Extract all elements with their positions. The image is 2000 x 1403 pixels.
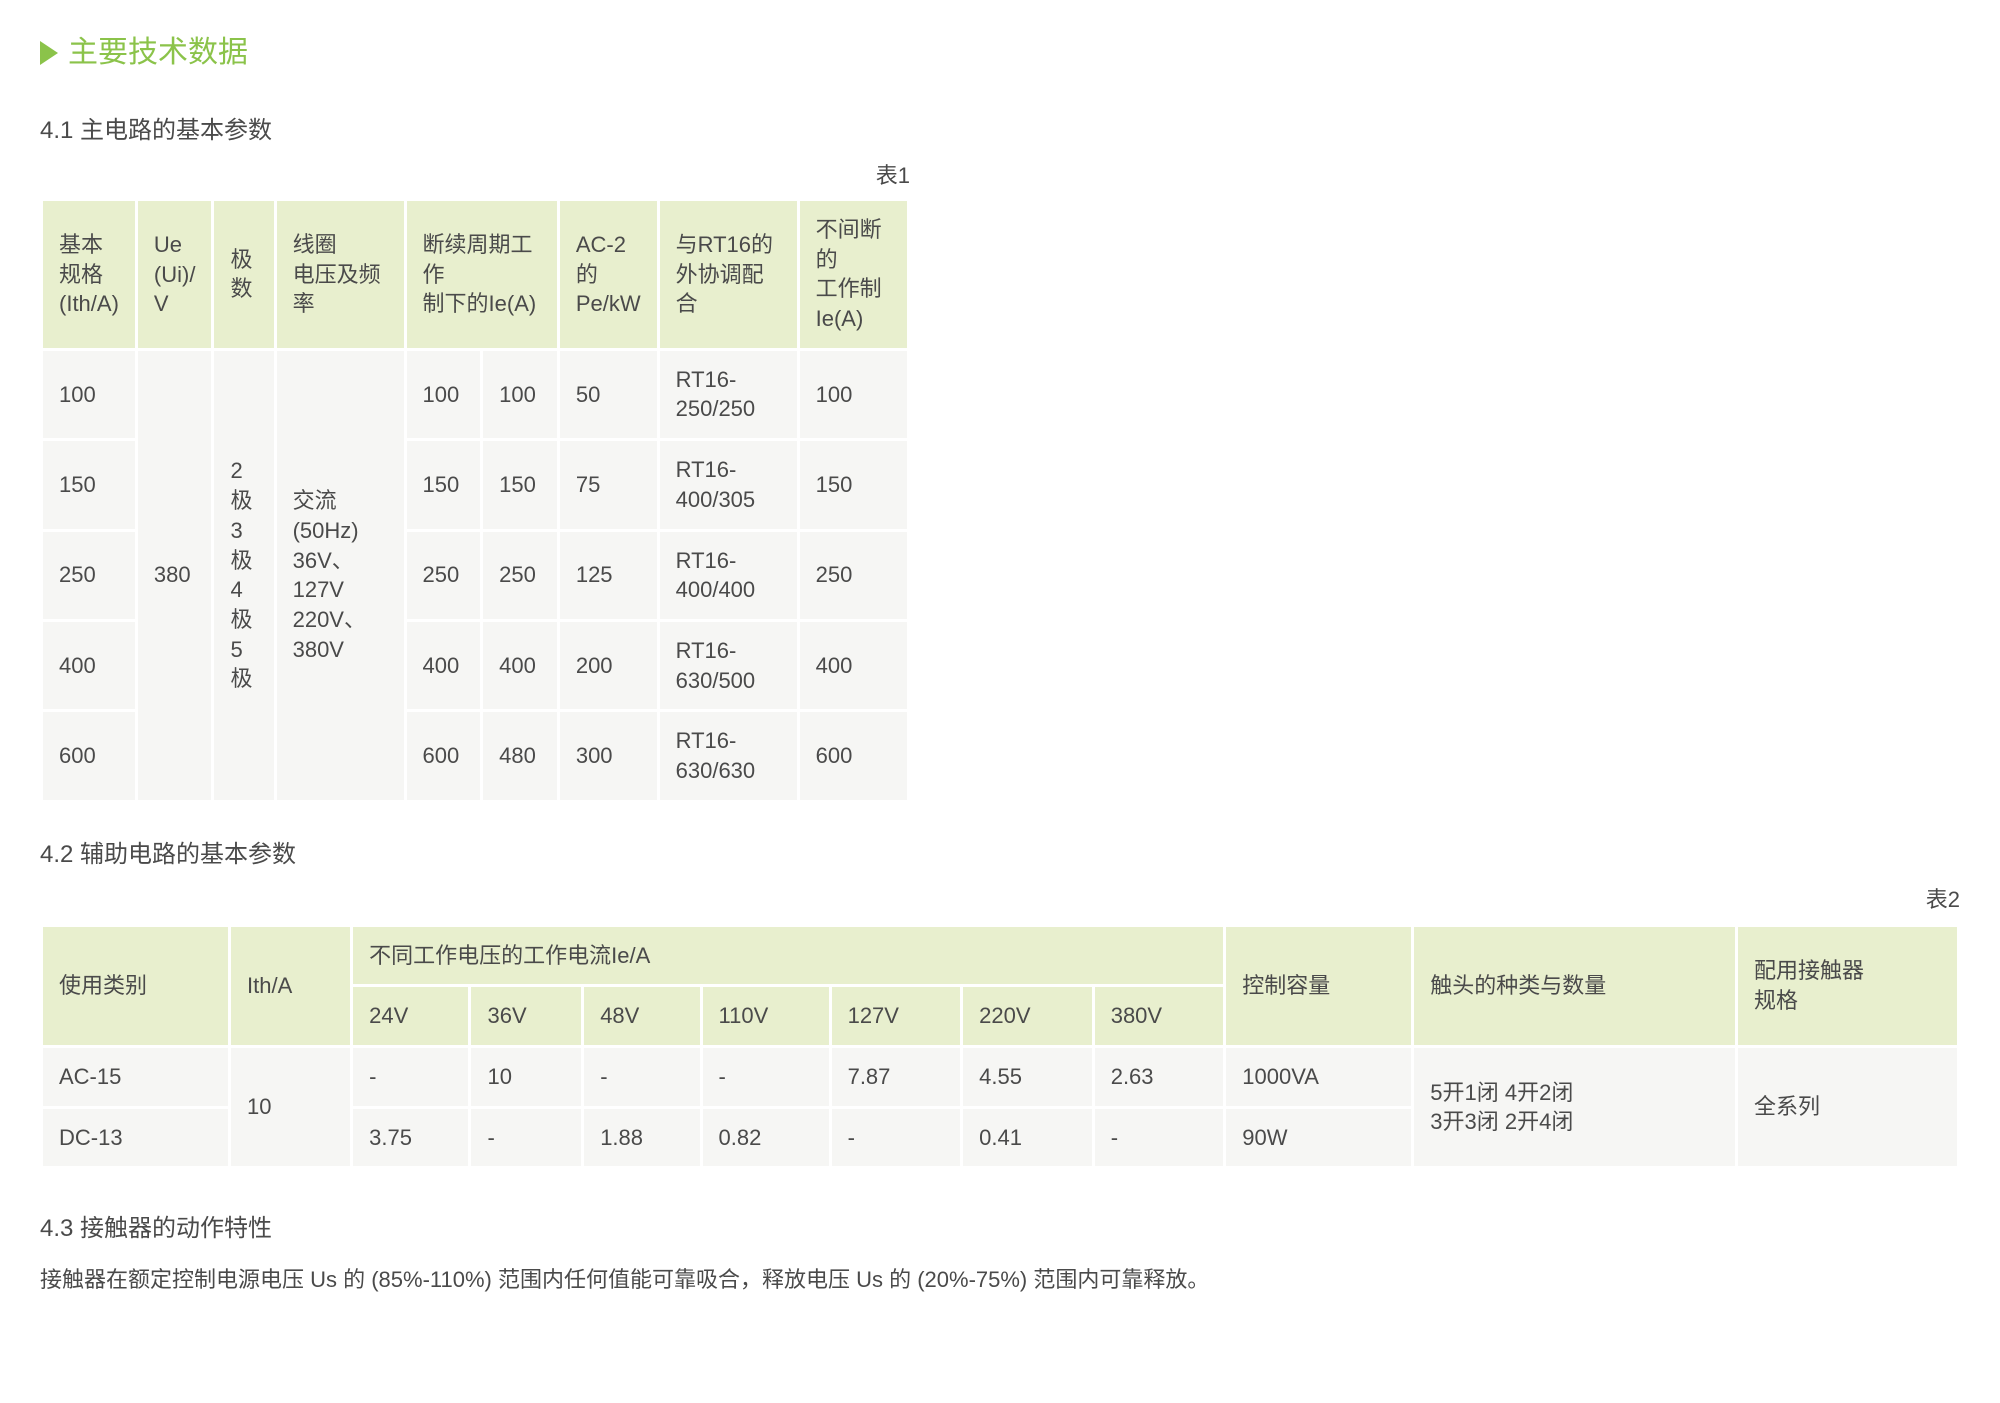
triangle-icon (40, 41, 58, 65)
table2-cell: 1000VA (1226, 1048, 1411, 1106)
section-43-paragraph: 接触器在额定控制电源电压 Us 的 (85%-110%) 范围内任何值能可靠吸合… (40, 1261, 1960, 1298)
table2-cell: AC-15 (43, 1048, 228, 1106)
table2-cell: - (1095, 1109, 1224, 1167)
table2-col-spec: 配用接触器规格 (1738, 927, 1957, 1045)
table2-col-110v: 110V (703, 987, 829, 1045)
section-41-title: 4.1 主电路的基本参数 (40, 113, 1960, 149)
table1-col-intermittent: 断续周期工作制下的Ie(A) (407, 201, 557, 348)
table2-cell: - (584, 1048, 699, 1106)
table2-cell: 2.63 (1095, 1048, 1224, 1106)
table2-col-cap: 控制容量 (1226, 927, 1411, 1045)
table1-cell: 250 (483, 532, 557, 619)
section-42: 4.2 辅助电路的基本参数 表2 使用类别 Ith/A 不同工作电压的工作电流I… (40, 837, 1960, 1170)
table1-cell: 250 (43, 532, 135, 619)
table2-cell: - (832, 1109, 961, 1167)
table1-cell: 600 (407, 712, 481, 799)
table1-cell: 100 (483, 351, 557, 438)
table1-cell: 100 (407, 351, 481, 438)
table1-cell: 125 (560, 532, 657, 619)
section-41: 4.1 主电路的基本参数 表1 基本规格(Ith/A) Ue(Ui)/V 极数 … (40, 113, 1960, 803)
table2-cell-contact: 5开1闭 4开2闭3开3闭 2开4闭 (1414, 1048, 1735, 1166)
table2-cell: 10 (471, 1048, 581, 1106)
table2-cell: - (353, 1048, 468, 1106)
table1-cell: RT16-250/250 (660, 351, 797, 438)
table1-cell: 150 (407, 441, 481, 528)
table1-cell: 75 (560, 441, 657, 528)
table2-col-380v: 380V (1095, 987, 1224, 1045)
table1-cell: 100 (800, 351, 907, 438)
table1-label-wrap: 表1 (40, 159, 910, 192)
table1: 基本规格(Ith/A) Ue(Ui)/V 极数 线圈电压及频率 断续周期工作制下… (40, 198, 910, 803)
table2-label: 表2 (40, 883, 1960, 916)
table1-cell: 600 (800, 712, 907, 799)
table1-header-row: 基本规格(Ith/A) Ue(Ui)/V 极数 线圈电压及频率 断续周期工作制下… (43, 201, 907, 348)
table1-cell: 400 (43, 622, 135, 709)
table2-col-ith: Ith/A (231, 927, 350, 1045)
table2-row: AC-15 10 - 10 - - 7.87 4.55 2.63 1000VA … (43, 1048, 1957, 1106)
section-43: 4.3 接触器的动作特性 接触器在额定控制电源电压 Us 的 (85%-110%… (40, 1211, 1960, 1298)
table1-cell: 300 (560, 712, 657, 799)
table1-cell: 250 (407, 532, 481, 619)
table2-cell: 90W (1226, 1109, 1411, 1167)
table1-cell: 400 (800, 622, 907, 709)
table1-cell: 150 (483, 441, 557, 528)
table2-cell: 3.75 (353, 1109, 468, 1167)
table1-cell: RT16-630/500 (660, 622, 797, 709)
table1-cell: 150 (800, 441, 907, 528)
table1-cell: RT16-630/630 (660, 712, 797, 799)
table1-cell: 400 (483, 622, 557, 709)
table1-cell: 100 (43, 351, 135, 438)
table1-cell: 150 (43, 441, 135, 528)
table1-cell: 200 (560, 622, 657, 709)
table1-cell-poles: 2极3极4极5极 (214, 351, 273, 800)
table1-cell: RT16-400/305 (660, 441, 797, 528)
main-title-text: 主要技术数据 (68, 30, 248, 75)
table2-cell: 0.41 (963, 1109, 1092, 1167)
section-42-title: 4.2 辅助电路的基本参数 (40, 837, 1960, 873)
table2-col-48v: 48V (584, 987, 699, 1045)
table1-cell: 50 (560, 351, 657, 438)
table1-cell: 600 (43, 712, 135, 799)
table1-row: 100 380 2极3极4极5极 交流(50Hz)36V、127V220V、38… (43, 351, 907, 438)
table1-col-rt16: 与RT16的外协调配合 (660, 201, 797, 348)
table2-cell: 7.87 (832, 1048, 961, 1106)
table1-col-ue: Ue(Ui)/V (138, 201, 212, 348)
table2-cell: 0.82 (703, 1109, 829, 1167)
table1-col-coil: 线圈电压及频率 (277, 201, 404, 348)
table2-col-127v: 127V (832, 987, 961, 1045)
table2-col-220v: 220V (963, 987, 1092, 1045)
table2: 使用类别 Ith/A 不同工作电压的工作电流Ie/A 控制容量 触头的种类与数量… (40, 924, 1960, 1170)
table2-cell-ith: 10 (231, 1048, 350, 1166)
section-43-title: 4.3 接触器的动作特性 (40, 1211, 1960, 1247)
main-title: 主要技术数据 (40, 30, 1960, 75)
table1-cell: RT16-400/400 (660, 532, 797, 619)
table1-col-cont: 不间断的工作制Ie(A) (800, 201, 907, 348)
table2-cell: 4.55 (963, 1048, 1092, 1106)
table1-cell-coil: 交流(50Hz)36V、127V220V、380V (277, 351, 404, 800)
table2-col-36v: 36V (471, 987, 581, 1045)
table1-cell: 480 (483, 712, 557, 799)
table1-cell: 250 (800, 532, 907, 619)
table1-label: 表1 (876, 163, 910, 188)
table2-col-24v: 24V (353, 987, 468, 1045)
table2-cell: - (703, 1048, 829, 1106)
table1-cell-ue: 380 (138, 351, 212, 800)
table2-col-contact: 触头的种类与数量 (1414, 927, 1735, 1045)
table2-col-voltages: 不同工作电压的工作电流Ie/A (353, 927, 1223, 985)
table1-col-ith: 基本规格(Ith/A) (43, 201, 135, 348)
table2-cell: 1.88 (584, 1109, 699, 1167)
table1-col-poles: 极数 (214, 201, 273, 348)
table2-cell: - (471, 1109, 581, 1167)
table1-col-ac2: AC-2的Pe/kW (560, 201, 657, 348)
table1-cell: 400 (407, 622, 481, 709)
table2-header-row-1: 使用类别 Ith/A 不同工作电压的工作电流Ie/A 控制容量 触头的种类与数量… (43, 927, 1957, 985)
table2-col-usage: 使用类别 (43, 927, 228, 1045)
table2-cell: DC-13 (43, 1109, 228, 1167)
table2-cell-spec: 全系列 (1738, 1048, 1957, 1166)
